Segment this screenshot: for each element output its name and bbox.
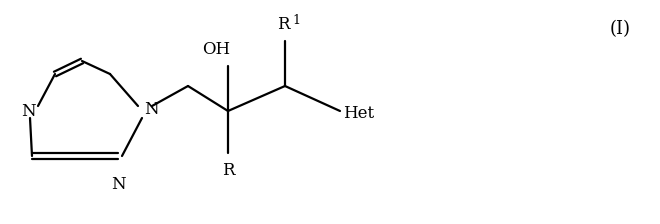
Text: Het: Het [343,105,374,121]
Text: N: N [20,103,36,119]
Text: 1: 1 [292,14,300,27]
Text: (I): (I) [609,20,630,38]
Text: N: N [144,101,158,118]
Text: R: R [222,162,234,179]
Text: OH: OH [202,41,230,58]
Text: N: N [111,175,125,192]
Text: R: R [277,16,289,33]
